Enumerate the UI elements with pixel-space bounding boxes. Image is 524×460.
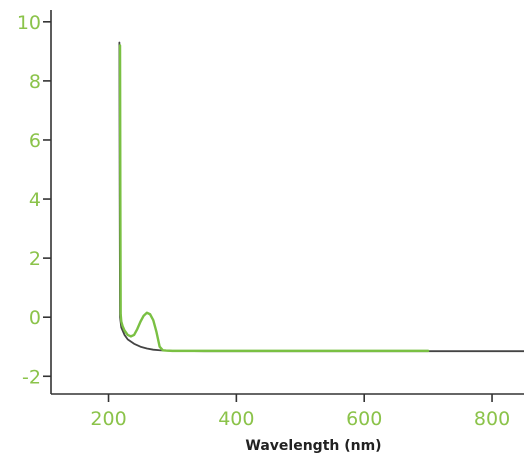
y-tick-label: 0	[29, 307, 41, 329]
x-tick-label: 400	[218, 408, 254, 430]
y-tick-label: 4	[29, 189, 41, 211]
x-tick-label: 600	[346, 408, 382, 430]
series-line-2	[118, 44, 430, 353]
axes: -2 0 2 4 6 8 10 200 400 600 800	[17, 10, 524, 430]
y-tick-label: 2	[29, 248, 41, 270]
x-tick-label: 800	[474, 408, 510, 430]
x-axis-title: Wavelength (nm)	[245, 438, 381, 454]
x-tick-label: 200	[90, 408, 126, 430]
y-tick-label: 8	[29, 71, 41, 93]
y-tick-label: 10	[17, 12, 41, 34]
series-line-1	[118, 41, 524, 353]
series-layer	[118, 41, 524, 353]
y-tick-label: 6	[29, 130, 41, 152]
y-tick-label: -2	[22, 366, 41, 388]
